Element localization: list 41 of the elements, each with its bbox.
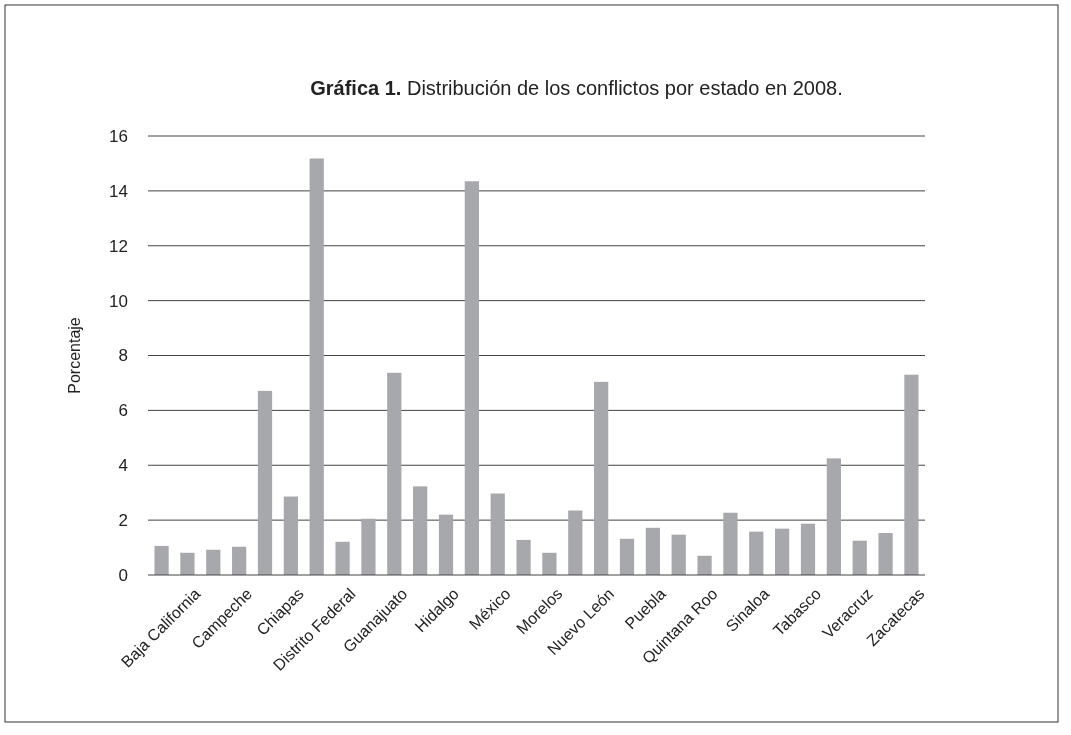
bar xyxy=(645,527,660,575)
y-tick-label: 2 xyxy=(118,511,128,531)
bar xyxy=(619,538,635,575)
bar xyxy=(490,493,505,575)
y-axis-title: Porcentaje xyxy=(66,317,83,394)
bar xyxy=(283,496,298,575)
bar xyxy=(775,528,790,575)
bar xyxy=(335,541,350,575)
bar xyxy=(464,181,479,575)
bar xyxy=(697,555,712,575)
bar xyxy=(361,518,376,575)
bar xyxy=(852,540,867,575)
bar xyxy=(309,158,324,575)
y-tick-label: 0 xyxy=(118,565,128,585)
y-tick-label: 8 xyxy=(118,346,128,366)
y-tick-label: 14 xyxy=(109,181,128,201)
y-tick-label: 16 xyxy=(109,126,128,146)
bar xyxy=(878,533,893,575)
bar xyxy=(800,523,816,575)
chart-title: Gráfica 1. Distribución de los conflictos por estado en 2008. xyxy=(310,77,843,99)
bar xyxy=(232,546,247,575)
bar xyxy=(826,458,841,575)
bar xyxy=(749,531,764,575)
y-tick-label: 12 xyxy=(109,236,128,256)
bar xyxy=(594,381,609,575)
y-tick-label: 4 xyxy=(118,456,128,476)
bar xyxy=(516,539,531,575)
y-tick-label: 10 xyxy=(109,291,128,311)
bar xyxy=(387,372,402,575)
bar xyxy=(438,514,454,575)
bar xyxy=(723,512,738,575)
bar xyxy=(154,545,169,575)
bar xyxy=(180,552,195,575)
y-tick-label: 6 xyxy=(118,401,128,421)
bar xyxy=(671,534,686,575)
bar xyxy=(568,510,583,575)
bar xyxy=(206,549,221,575)
bar xyxy=(542,552,557,575)
bar xyxy=(257,390,273,575)
bar xyxy=(904,374,919,575)
bar xyxy=(413,486,428,575)
